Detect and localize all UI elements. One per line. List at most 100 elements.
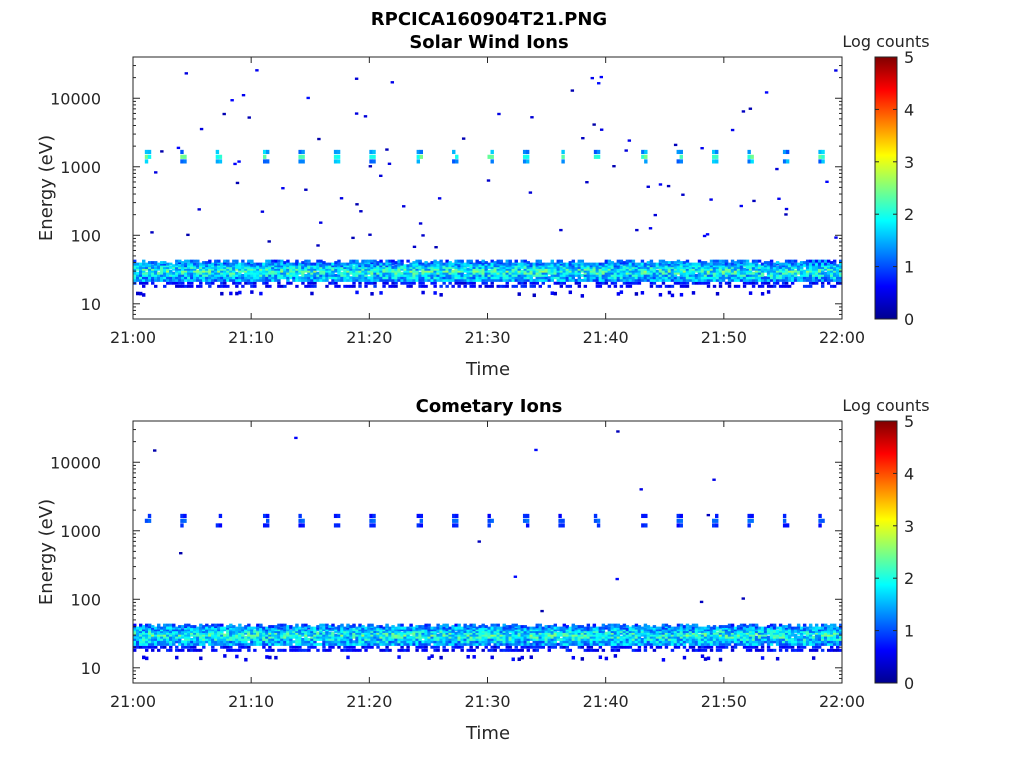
heatmap-cell xyxy=(298,629,302,633)
heatmap-cell xyxy=(436,267,440,271)
heatmap-cell xyxy=(640,259,645,263)
heatmap-cell xyxy=(811,281,816,285)
heatmap-cell xyxy=(652,271,657,275)
heatmap-cell xyxy=(652,633,657,637)
heatmap-cell xyxy=(340,631,344,635)
heatmap-cell xyxy=(295,648,299,652)
heatmap-cell xyxy=(313,273,317,277)
heatmap-cell xyxy=(147,149,152,155)
heatmap-cell xyxy=(406,642,410,646)
heatmap-cell xyxy=(355,631,359,635)
heatmap-cell xyxy=(574,633,579,637)
heatmap-cell xyxy=(457,265,461,269)
heatmap-cell xyxy=(151,629,155,633)
heatmap-cell xyxy=(577,626,582,630)
heatmap-cell xyxy=(244,635,248,639)
heatmap-cell xyxy=(499,278,503,282)
heatmap-cell xyxy=(610,631,615,635)
heatmap-cell xyxy=(430,637,434,641)
heatmap-cell xyxy=(421,648,425,652)
heatmap-cell xyxy=(283,626,287,630)
heatmap-cell xyxy=(706,626,711,630)
heatmap-cell xyxy=(496,276,500,280)
heatmap-cell xyxy=(202,635,206,639)
heatmap-cell xyxy=(688,640,693,644)
heatmap-cell xyxy=(322,648,326,652)
heatmap-cell xyxy=(661,623,666,627)
heatmap-cell xyxy=(505,637,509,641)
heatmap-cell xyxy=(172,635,176,639)
heatmap-cell xyxy=(634,276,639,280)
heatmap-cell xyxy=(682,633,687,637)
heatmap-cell xyxy=(481,626,485,630)
heatmap-cell xyxy=(304,265,308,269)
heatmap-cell xyxy=(295,628,299,632)
heatmap-cell xyxy=(169,631,173,635)
heatmap-cell xyxy=(838,265,843,269)
heatmap-cell xyxy=(280,262,284,266)
heatmap-cell xyxy=(154,264,158,268)
heatmap-cell xyxy=(592,123,596,126)
heatmap-cell xyxy=(691,631,696,635)
heatmap-cell xyxy=(133,626,137,630)
heatmap-cell xyxy=(232,640,236,644)
heatmap-cell xyxy=(331,631,335,635)
heatmap-cell xyxy=(460,278,464,282)
heatmap-cell xyxy=(280,284,284,288)
heatmap-cell xyxy=(580,625,585,629)
heatmap-cell xyxy=(649,262,654,266)
heatmap-cell xyxy=(697,267,702,271)
heatmap-cell xyxy=(811,269,816,273)
heatmap-cell xyxy=(385,273,389,277)
heatmap-cell xyxy=(223,259,227,263)
heatmap-cell xyxy=(580,628,585,632)
heatmap-cell xyxy=(385,281,389,285)
heatmap-cell xyxy=(694,276,699,280)
heatmap-cell xyxy=(196,276,200,280)
heatmap-cell xyxy=(337,628,341,632)
heatmap-cell xyxy=(583,633,588,637)
heatmap-cell xyxy=(688,267,693,271)
heatmap-cell xyxy=(673,645,678,649)
heatmap-cell xyxy=(688,635,693,639)
heatmap-cell xyxy=(151,640,155,644)
heatmap-cell xyxy=(520,284,524,288)
heatmap-cell xyxy=(184,72,189,75)
heatmap-cell xyxy=(451,262,455,266)
heatmap-cell xyxy=(325,278,329,282)
heatmap-cell xyxy=(612,165,616,168)
heatmap-cell xyxy=(484,278,488,282)
heatmap-cell xyxy=(538,645,542,649)
heatmap-cell xyxy=(400,273,404,277)
heatmap-cell xyxy=(397,262,401,266)
heatmap-cell xyxy=(559,640,564,644)
heatmap-cell xyxy=(628,273,633,277)
heatmap-cell xyxy=(742,259,747,263)
heatmap-cell xyxy=(340,265,344,269)
heatmap-cell xyxy=(352,271,356,275)
heatmap-cell xyxy=(667,631,672,635)
heatmap-cell xyxy=(508,276,512,280)
heatmap-cell xyxy=(241,259,245,263)
heatmap-cell xyxy=(658,637,663,641)
heatmap-cell xyxy=(445,271,449,275)
heatmap-cell xyxy=(652,628,657,632)
heatmap-cell xyxy=(394,642,398,646)
heatmap-cell xyxy=(568,648,573,652)
heatmap-cell xyxy=(727,269,732,273)
heatmap-cell xyxy=(787,265,792,269)
heatmap-cell xyxy=(382,633,386,637)
heatmap-cell xyxy=(484,631,488,635)
heatmap-cell xyxy=(538,284,542,288)
heatmap-cell xyxy=(226,267,230,271)
heatmap-cell xyxy=(289,642,293,646)
heatmap-cell xyxy=(599,128,604,131)
heatmap-cell xyxy=(244,626,248,630)
heatmap-cell xyxy=(316,633,320,637)
heatmap-cell xyxy=(814,269,819,273)
heatmap-cell xyxy=(337,633,341,637)
heatmap-cell xyxy=(793,259,798,263)
heatmap-cell xyxy=(607,259,612,263)
heatmap-cell xyxy=(451,635,455,639)
heatmap-cell xyxy=(352,273,356,277)
